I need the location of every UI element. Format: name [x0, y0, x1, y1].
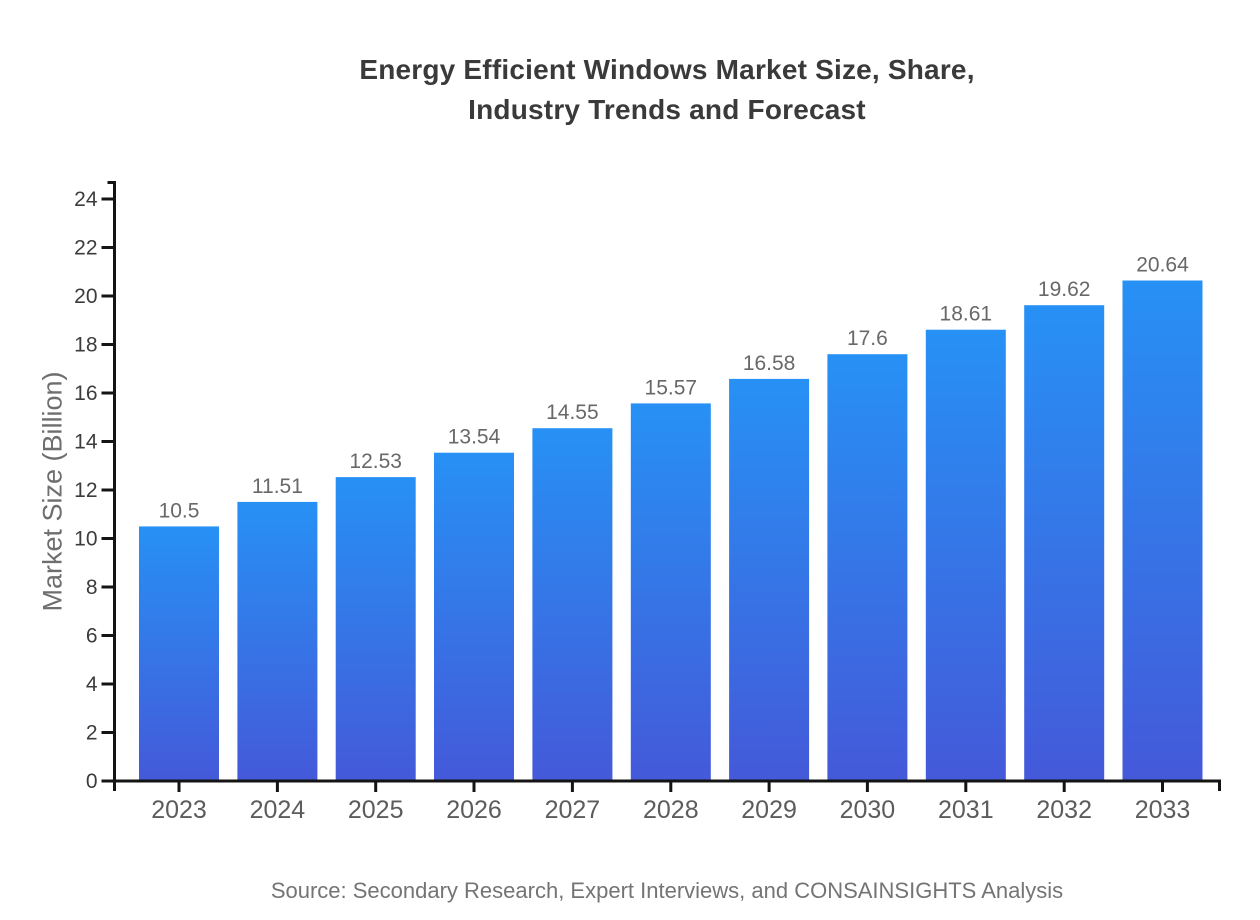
bar-value-label: 15.57 — [645, 376, 698, 399]
bar-2024 — [237, 501, 318, 781]
y-tick-label: 16 — [74, 382, 97, 405]
y-tick-label: 0 — [86, 770, 98, 793]
bar-value-label: 14.55 — [546, 401, 599, 424]
y-tick-label: 18 — [74, 334, 97, 357]
source-note: Source: Secondary Research, Expert Inter… — [270, 878, 1064, 903]
chart-title: Energy Efficient Windows Market Size, Sh… — [359, 54, 975, 125]
bar-2023 — [139, 526, 219, 781]
bar-2027 — [532, 428, 613, 781]
x-tick-label: 2033 — [1135, 796, 1191, 824]
y-tick-label: 4 — [86, 673, 98, 696]
bar-2028 — [630, 403, 711, 781]
bar-value-label: 12.53 — [349, 450, 402, 473]
bar-2026 — [434, 452, 514, 781]
x-tick-label: 2027 — [545, 796, 601, 824]
y-tick-label: 20 — [74, 285, 97, 308]
x-tick-label: 2032 — [1036, 796, 1092, 824]
x-tick-label: 2029 — [741, 796, 797, 824]
bar-value-label: 18.61 — [940, 303, 993, 326]
bar-value-label: 19.62 — [1038, 278, 1091, 301]
y-tick-label: 2 — [86, 722, 98, 745]
x-tick-label: 2026 — [446, 796, 502, 824]
bar-value-label: 16.58 — [743, 352, 796, 375]
bar-value-label: 11.51 — [252, 475, 303, 498]
bar-2031 — [925, 329, 1006, 781]
bar-value-label: 10.5 — [159, 499, 200, 522]
axes — [107, 181, 1221, 791]
bar-value-label: 20.64 — [1136, 254, 1189, 277]
y-tick-label: 24 — [74, 188, 98, 211]
bar-value-label: 13.54 — [448, 426, 501, 449]
bar-value-label: 17.6 — [847, 327, 888, 350]
y-tick-label: 6 — [86, 625, 98, 648]
y-tick-label: 14 — [74, 431, 98, 454]
bar-2030 — [827, 354, 908, 781]
x-tick-label: 2031 — [938, 796, 994, 824]
bar-2032 — [1024, 305, 1105, 781]
bar-2029 — [729, 378, 810, 781]
x-tick-label: 2023 — [151, 796, 207, 824]
bar-2033 — [1122, 280, 1203, 781]
x-tick-label: 2024 — [250, 796, 306, 824]
bar-2025 — [335, 477, 416, 781]
y-tick-label: 12 — [74, 479, 97, 502]
x-tick-label: 2025 — [348, 796, 404, 824]
x-tick-label: 2030 — [840, 796, 896, 824]
y-tick-label: 22 — [74, 237, 97, 260]
y-tick-label: 10 — [74, 528, 97, 551]
y-tick-label: 8 — [86, 576, 98, 599]
x-tick-label: 2028 — [643, 796, 699, 824]
